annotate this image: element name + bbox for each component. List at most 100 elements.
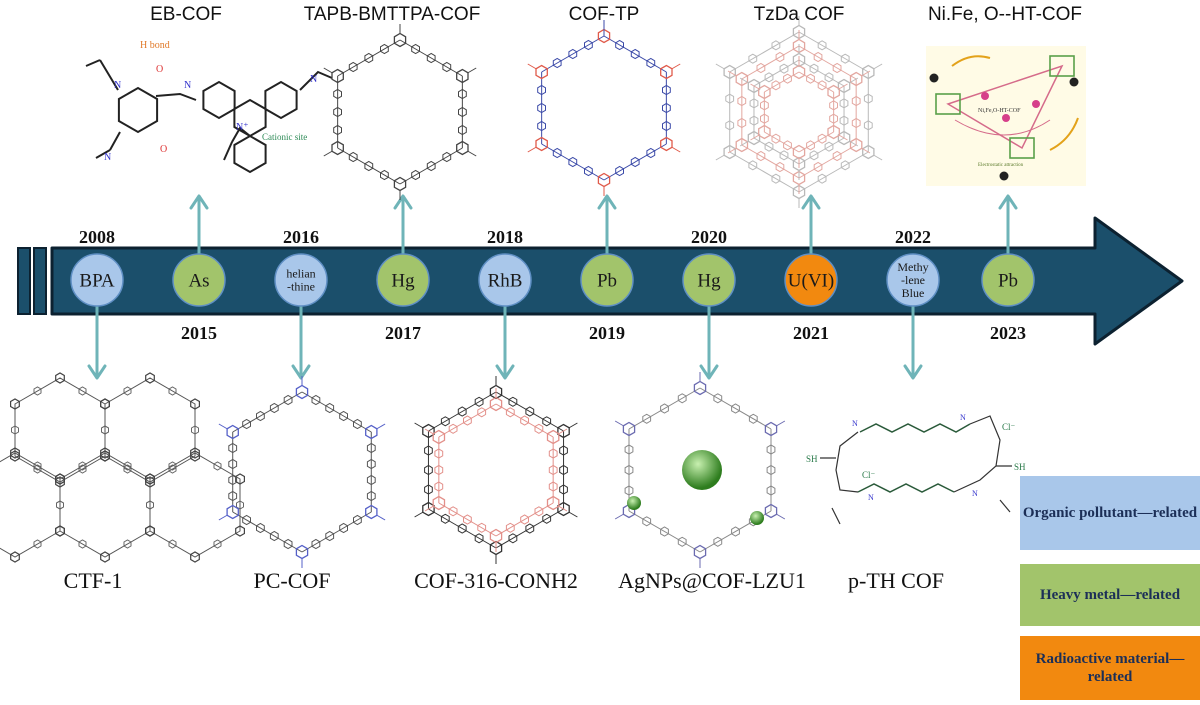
benzene-ring [824, 72, 834, 83]
framework-link [628, 387, 701, 430]
connector-arrow [903, 306, 923, 380]
framework-link [428, 391, 497, 432]
benzene-ring [520, 415, 529, 426]
pc-cof-structure [218, 376, 386, 568]
benzene-ring [559, 464, 568, 476]
benzene-ring [269, 402, 279, 414]
benzene-ring [630, 156, 640, 168]
benzene-ring [33, 461, 42, 471]
connector-head [597, 194, 617, 210]
benzene-ring [748, 160, 758, 171]
benzene-ring [457, 523, 467, 534]
benzene-ring [463, 514, 472, 525]
benzene-ring [542, 513, 552, 524]
tapb-bmttpa-cof-structure [323, 24, 477, 200]
bottom-structure-title: p-TH COF [848, 568, 944, 593]
framework-link [729, 31, 800, 73]
benzene-ring [771, 173, 781, 184]
benzene-ring [448, 423, 458, 434]
atom-label: N [184, 80, 191, 91]
benzene-ring [646, 57, 656, 69]
benzene-ring [520, 514, 529, 525]
lead-ion [999, 171, 1009, 181]
benzene-ring [228, 458, 238, 470]
h-bond-label: H bond [140, 40, 170, 51]
year-label: 2016 [283, 227, 319, 247]
benzene-ring [100, 447, 110, 459]
top-structure-title: TzDa COF [753, 4, 845, 25]
benzene-ring [829, 100, 838, 111]
framework-stub [568, 422, 578, 429]
connector-head [291, 364, 311, 380]
timeline-node: Methy -lene Blue [886, 253, 940, 307]
benzene-ring [783, 73, 792, 84]
timeline-node: BPA [70, 253, 124, 307]
benzene-ring [283, 394, 293, 406]
framework-stub [614, 513, 625, 520]
benzene-ring [10, 551, 20, 563]
year-label: 2018 [487, 227, 523, 247]
framework-link [741, 45, 800, 80]
benzene-ring [817, 173, 827, 184]
benzene-ring [235, 525, 245, 537]
node-label: Pb [998, 271, 1018, 292]
framework-link [232, 511, 303, 553]
framework-link [798, 45, 857, 80]
benzene-ring [55, 372, 65, 384]
connector-head [495, 364, 515, 380]
benzene-ring [624, 464, 634, 476]
benzene-ring [725, 120, 735, 131]
p-th-cof-structure: SH SH Cl⁻ Cl⁻ N N N N [806, 413, 1026, 525]
benzene-ring [228, 490, 238, 502]
framework-stub [775, 420, 786, 427]
node-label: Hg [697, 271, 721, 292]
framework-arc [954, 119, 1051, 136]
benzene-ring [295, 384, 309, 400]
atom-label: O [160, 144, 167, 155]
benzene-ring [458, 124, 467, 136]
framework-stub [467, 67, 477, 74]
benzene-ring [226, 504, 239, 520]
benzene-ring [55, 525, 65, 537]
year-label: 2021 [793, 323, 829, 343]
atom-label: N [960, 413, 966, 422]
benzene-ring [731, 403, 740, 414]
framework-stub [424, 428, 434, 435]
benzene-ring [474, 533, 484, 544]
framework-link [753, 137, 800, 165]
benzene-ring [333, 106, 342, 118]
benzene-ring [213, 461, 222, 471]
benzene-ring [463, 415, 472, 426]
benzene-ring [839, 115, 849, 126]
benzene-ring [546, 495, 560, 511]
benzene-ring [642, 516, 652, 527]
node-label: U(VI) [788, 271, 834, 292]
timeline-tick [33, 247, 47, 315]
framework-stub [727, 147, 737, 154]
connector-head [998, 194, 1018, 210]
benzene-ring [817, 133, 827, 144]
framework-stub [376, 423, 386, 430]
interaction-arrow [951, 55, 1079, 151]
benzene-ring [100, 398, 110, 410]
framework-stub [873, 154, 883, 161]
framework-link [741, 144, 800, 179]
benzene-ring [771, 40, 781, 51]
atom-label: Cl⁻ [862, 470, 876, 480]
framework-link [628, 510, 701, 553]
benzene-ring [827, 124, 840, 140]
benzene-ring [434, 481, 444, 492]
connector-arrow [87, 306, 107, 380]
node-label: BPA [79, 271, 114, 292]
framework-stub [750, 134, 760, 141]
benzene-ring [353, 418, 362, 430]
benzene-ring [33, 539, 42, 549]
node-label: Methy -lene Blue [897, 260, 928, 300]
benzene-ring [426, 52, 436, 64]
benzene-ring [505, 522, 515, 533]
benzene-ring [411, 43, 420, 55]
framework-link [232, 391, 303, 433]
atom-label: N [310, 74, 317, 85]
node-label: RhB [488, 271, 523, 292]
benzene-ring [228, 442, 238, 454]
